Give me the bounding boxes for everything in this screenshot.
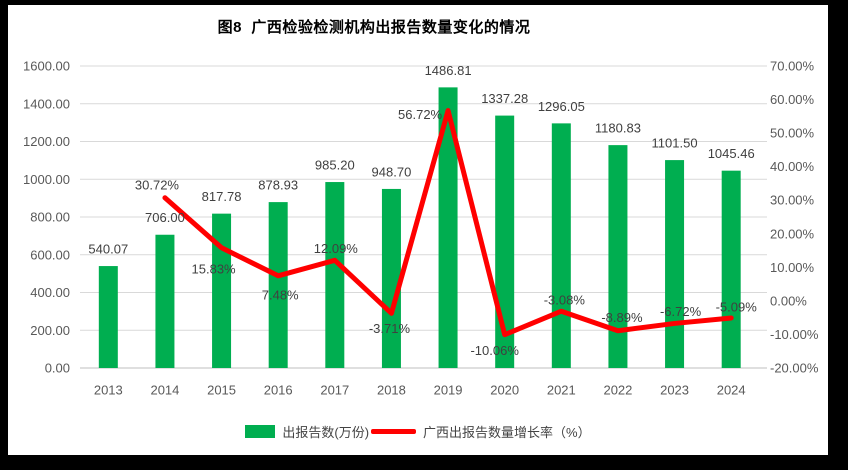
left-axis-tick-label: 1000.00 xyxy=(23,172,70,187)
line-value-label: -5.09% xyxy=(716,299,758,314)
bar-value-label: 948.70 xyxy=(372,164,412,179)
bar-2015 xyxy=(212,213,232,368)
bar-value-label: 1486.81 xyxy=(425,63,472,78)
x-axis-tick-label: 2021 xyxy=(547,383,576,398)
bar-value-label: 1337.28 xyxy=(481,91,528,106)
right-axis-tick-label: 60.00% xyxy=(770,92,815,107)
x-axis-tick-label: 2014 xyxy=(150,383,179,398)
right-axis-tick-label: 20.00% xyxy=(770,226,815,241)
line-value-label: -6.72% xyxy=(660,304,702,319)
legend-item-line-series: 广西出报告数量增长率（%） xyxy=(371,422,591,441)
x-axis-tick-label: 2024 xyxy=(717,383,746,398)
left-axis-tick-label: 1400.00 xyxy=(23,96,70,111)
x-axis-tick-label: 2015 xyxy=(207,383,236,398)
x-axis-tick-label: 2019 xyxy=(434,383,463,398)
bar-value-label: 1101.50 xyxy=(652,136,698,151)
legend-item-bar-series: 出报告数(万份) xyxy=(245,422,369,441)
left-axis-tick-label: 800.00 xyxy=(30,210,70,225)
bar-2019 xyxy=(438,87,458,368)
left-axis-tick-label: 0.00 xyxy=(45,361,70,376)
left-axis-tick-label: 1200.00 xyxy=(23,134,70,149)
right-axis-tick-label: -10.00% xyxy=(770,327,819,342)
bar-2018 xyxy=(381,188,401,368)
right-axis-tick-label: -20.00% xyxy=(770,361,819,376)
bar-2017 xyxy=(325,182,345,368)
bar-series-swatch-icon xyxy=(245,425,276,438)
right-axis-tick-label: 70.00% xyxy=(770,59,815,74)
right-axis-tick-label: 50.00% xyxy=(770,126,815,141)
right-axis-tick-label: 0.00% xyxy=(770,293,807,308)
line-value-label: 7.48% xyxy=(262,287,299,302)
line-value-label: 30.72% xyxy=(135,177,180,192)
line-value-label: -3.71% xyxy=(369,321,411,336)
right-axis-tick-label: 10.00% xyxy=(770,260,815,275)
x-axis-tick-label: 2018 xyxy=(377,383,406,398)
bar-2024 xyxy=(721,170,741,368)
growth-rate-line xyxy=(162,108,734,338)
x-axis-tick-label: 2013 xyxy=(94,383,123,398)
bar-2023 xyxy=(665,160,685,368)
bar-2022 xyxy=(608,145,628,368)
bar-value-label: 817.78 xyxy=(202,189,242,204)
bar-value-label: 878.93 xyxy=(258,178,298,193)
right-axis-tick-label: 30.00% xyxy=(770,193,815,208)
chart-image-frame: 图8 广西检验检测机构出报告数量变化的情况 0.00 200.00 400.00 60… xyxy=(8,5,828,455)
chart-title: 图8 广西检验检测机构出报告数量变化的情况 xyxy=(217,19,531,36)
bar-2013 xyxy=(98,266,118,368)
chart-legend: 出报告数(万份) 广西出报告数量增长率（%） xyxy=(8,422,828,441)
legend-label-bar-series: 出报告数(万份) xyxy=(282,425,370,440)
legend-label-line-series: 广西出报告数量增长率（%） xyxy=(423,425,591,440)
x-axis-tick-label: 2023 xyxy=(660,383,689,398)
line-value-label: 56.72% xyxy=(398,107,443,122)
x-axis-tick-label: 2022 xyxy=(603,383,632,398)
line-value-label: -10.06% xyxy=(470,343,519,358)
x-axis-tick-label: 2016 xyxy=(264,383,293,398)
bar-2014 xyxy=(155,234,175,368)
bar-value-label: 985.20 xyxy=(315,158,355,173)
line-value-label: 12.09% xyxy=(314,241,359,256)
left-axis-tick-label: 1600.00 xyxy=(23,59,70,74)
line-value-label: -3.08% xyxy=(544,293,586,308)
bar-2021 xyxy=(551,123,571,368)
bar-value-label: 706.00 xyxy=(145,210,185,225)
x-axis-tick-label: 2020 xyxy=(490,383,519,398)
line-value-label: 15.83% xyxy=(192,261,237,276)
right-axis-tick-label: 40.00% xyxy=(770,159,815,174)
bar-value-label: 1180.83 xyxy=(595,121,641,136)
x-axis-tick-label: 2017 xyxy=(320,383,349,398)
bar-2020 xyxy=(495,115,515,368)
bar-value-label: 540.07 xyxy=(88,242,128,257)
left-axis-tick-label: 600.00 xyxy=(30,247,70,262)
left-axis-tick-label: 400.00 xyxy=(30,285,70,300)
line-series-swatch-icon xyxy=(371,429,417,434)
combo-chart-plot: 0.00 200.00 400.00 600.00 800.00 1000.00 1200.… xyxy=(23,59,819,398)
line-value-label: -8.89% xyxy=(601,310,643,325)
bar-2016 xyxy=(268,202,288,368)
bar-value-label: 1045.46 xyxy=(708,146,755,161)
left-axis-tick-label: 200.00 xyxy=(30,323,70,338)
bar-value-label: 1296.05 xyxy=(538,99,585,114)
